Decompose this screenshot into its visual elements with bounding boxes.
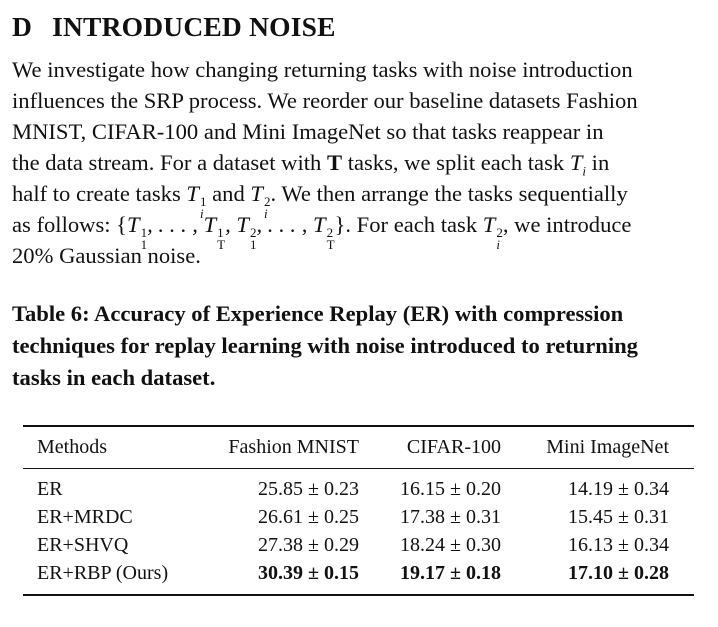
row-mini-imagenet: 14.19 ± 0.34: [568, 478, 669, 500]
row-cifar-100: 19.17 ± 0.18: [400, 562, 501, 584]
row-method: ER: [37, 478, 63, 500]
table-header-rule: [23, 468, 694, 469]
row-fashion-mnist: 30.39 ± 0.15: [258, 562, 359, 584]
header-cifar-100: CIFAR-100: [406, 436, 501, 458]
para-text: and: [206, 181, 251, 206]
para-bold-T: T: [326, 150, 343, 175]
table-caption-line-2: techniques for replay learning with nois…: [12, 333, 638, 358]
section-letter: D: [12, 11, 33, 42]
paragraph-line-3: MNIST, CIFAR-100 and Mini ImageNet so th…: [12, 119, 604, 144]
para-text: . We then arrange the tasks sequentially: [270, 181, 628, 206]
paragraph-line-2: influences the SRP process. We reorder o…: [12, 88, 638, 113]
table-caption-line-1: Table 6: Accuracy of Experience Replay (…: [12, 301, 624, 326]
row-cifar-100: 16.15 ± 0.20: [400, 478, 501, 500]
table-bottom-rule: [23, 594, 694, 596]
para-text: , we introduce: [502, 212, 632, 237]
row-mini-imagenet: 17.10 ± 0.28: [568, 562, 669, 584]
row-fashion-mnist: 27.38 ± 0.29: [258, 534, 359, 556]
row-fashion-mnist: 25.85 ± 0.23: [258, 478, 359, 500]
para-text: as follows: {: [12, 212, 128, 237]
header-mini-imagenet: Mini ImageNet: [546, 436, 669, 458]
section-title: INTRODUCED NOISE: [52, 11, 336, 42]
row-cifar-100: 17.38 ± 0.31: [400, 506, 501, 528]
row-mini-imagenet: 16.13 ± 0.34: [568, 534, 669, 556]
row-fashion-mnist: 26.61 ± 0.25: [258, 506, 359, 528]
para-text: the data stream. For a dataset with: [12, 150, 327, 175]
row-method: ER+SHVQ: [37, 534, 129, 556]
table-top-rule: [23, 425, 694, 427]
paragraph-line-4: the data stream. For a dataset with T ta…: [12, 150, 692, 179]
section-heading: D INTRODUCED NOISE: [12, 11, 336, 43]
paragraph-line-1: We investigate how changing returning ta…: [12, 57, 633, 82]
para-text: tasks, we split each task: [342, 150, 570, 175]
header-methods: Methods: [37, 436, 107, 458]
para-text: half to create tasks: [12, 181, 187, 206]
math-Ti: Ti: [569, 150, 587, 179]
header-fashion-mnist: Fashion MNIST: [228, 436, 359, 458]
table-caption-line-3: tasks in each dataset.: [12, 365, 216, 390]
para-text: }. For each task: [334, 212, 483, 237]
paragraph-line-7: 20% Gaussian noise.: [12, 243, 201, 268]
row-mini-imagenet: 15.45 ± 0.31: [568, 506, 669, 528]
row-method: ER+RBP (Ours): [37, 562, 169, 584]
para-text: in: [586, 150, 610, 175]
row-method: ER+MRDC: [37, 506, 133, 528]
row-cifar-100: 18.24 ± 0.30: [400, 534, 501, 556]
